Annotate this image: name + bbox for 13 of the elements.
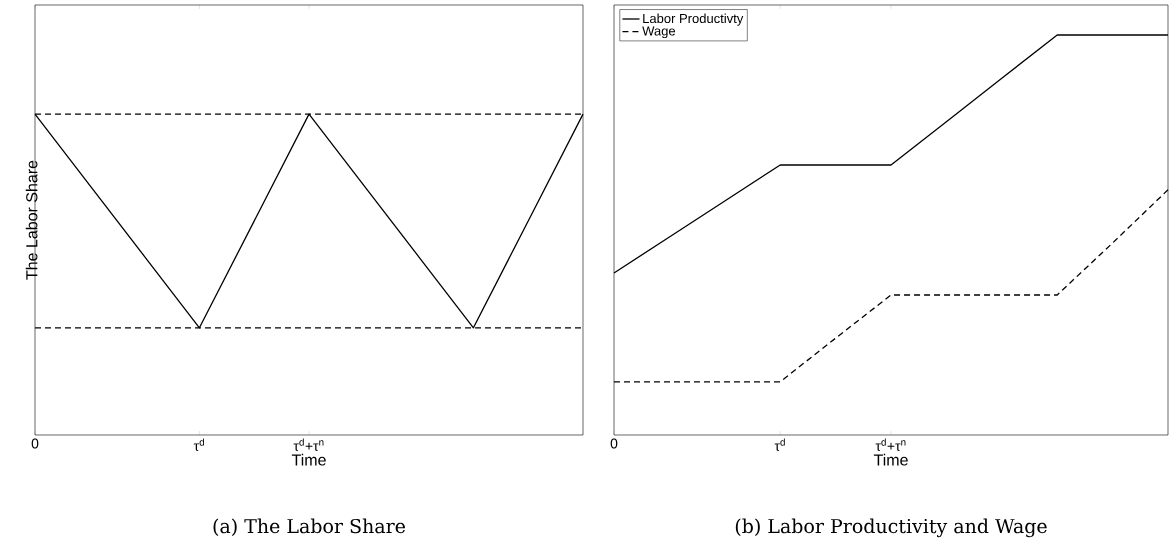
legend-label: Wage — [642, 26, 676, 39]
x-tick-label: τ$^{d}$+τ$^{n}$ — [875, 438, 906, 451]
legend-label: Labor Productivty — [643, 13, 744, 26]
x-tick-label: τ$^{d}$ — [193, 438, 205, 451]
text: (b) Labor Productivity and Wage — [735, 518, 1047, 538]
x-tick-label: τ$^{d}$+τ$^{n}$ — [293, 438, 324, 451]
x-axis-title: Time — [873, 453, 908, 466]
x-tick-label: 0 — [610, 438, 618, 449]
x-axis-title: Time — [291, 453, 326, 466]
x-tick-label: τ$^{d}$ — [774, 438, 785, 451]
text: (a) The Labor Share — [213, 518, 405, 536]
x-tick-label: 0 — [31, 438, 39, 449]
y-axis-title: The Labor Share — [25, 160, 38, 280]
